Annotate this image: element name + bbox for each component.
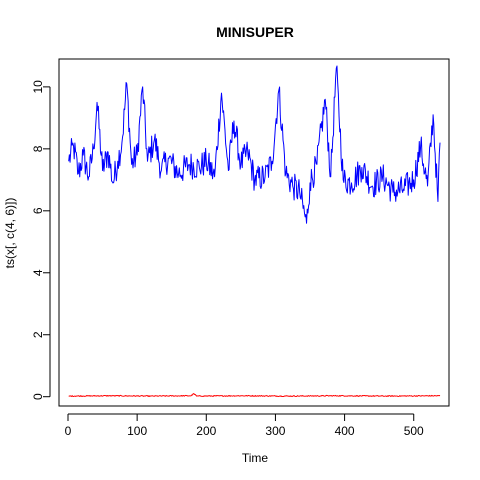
x-axis: 0 100 200 300 400 500 — [65, 413, 424, 438]
series-line-blue — [68, 65, 441, 224]
series-group — [68, 65, 441, 398]
y-tick-label: 6 — [31, 207, 45, 214]
y-tick-label: 8 — [31, 145, 45, 152]
x-tick-label: 0 — [65, 424, 72, 438]
y-tick-label: 10 — [31, 80, 45, 94]
x-tick-label: 500 — [404, 424, 424, 438]
y-axis: 0 2 4 6 8 10 — [31, 80, 51, 400]
x-axis-label: Time — [242, 451, 269, 465]
y-axis-label: ts(x[, c(4, 6)]) — [3, 198, 17, 269]
x-tick-label: 400 — [335, 424, 355, 438]
y-tick-label: 0 — [31, 393, 45, 400]
plot-frame — [58, 58, 450, 407]
y-tick-label: 2 — [31, 331, 45, 338]
series-line-red — [68, 393, 441, 398]
chart-title: MINISUPER — [216, 24, 294, 40]
x-tick-label: 200 — [196, 424, 216, 438]
x-tick-label: 300 — [265, 424, 285, 438]
x-tick-label: 100 — [127, 424, 147, 438]
y-tick-label: 4 — [31, 269, 45, 276]
